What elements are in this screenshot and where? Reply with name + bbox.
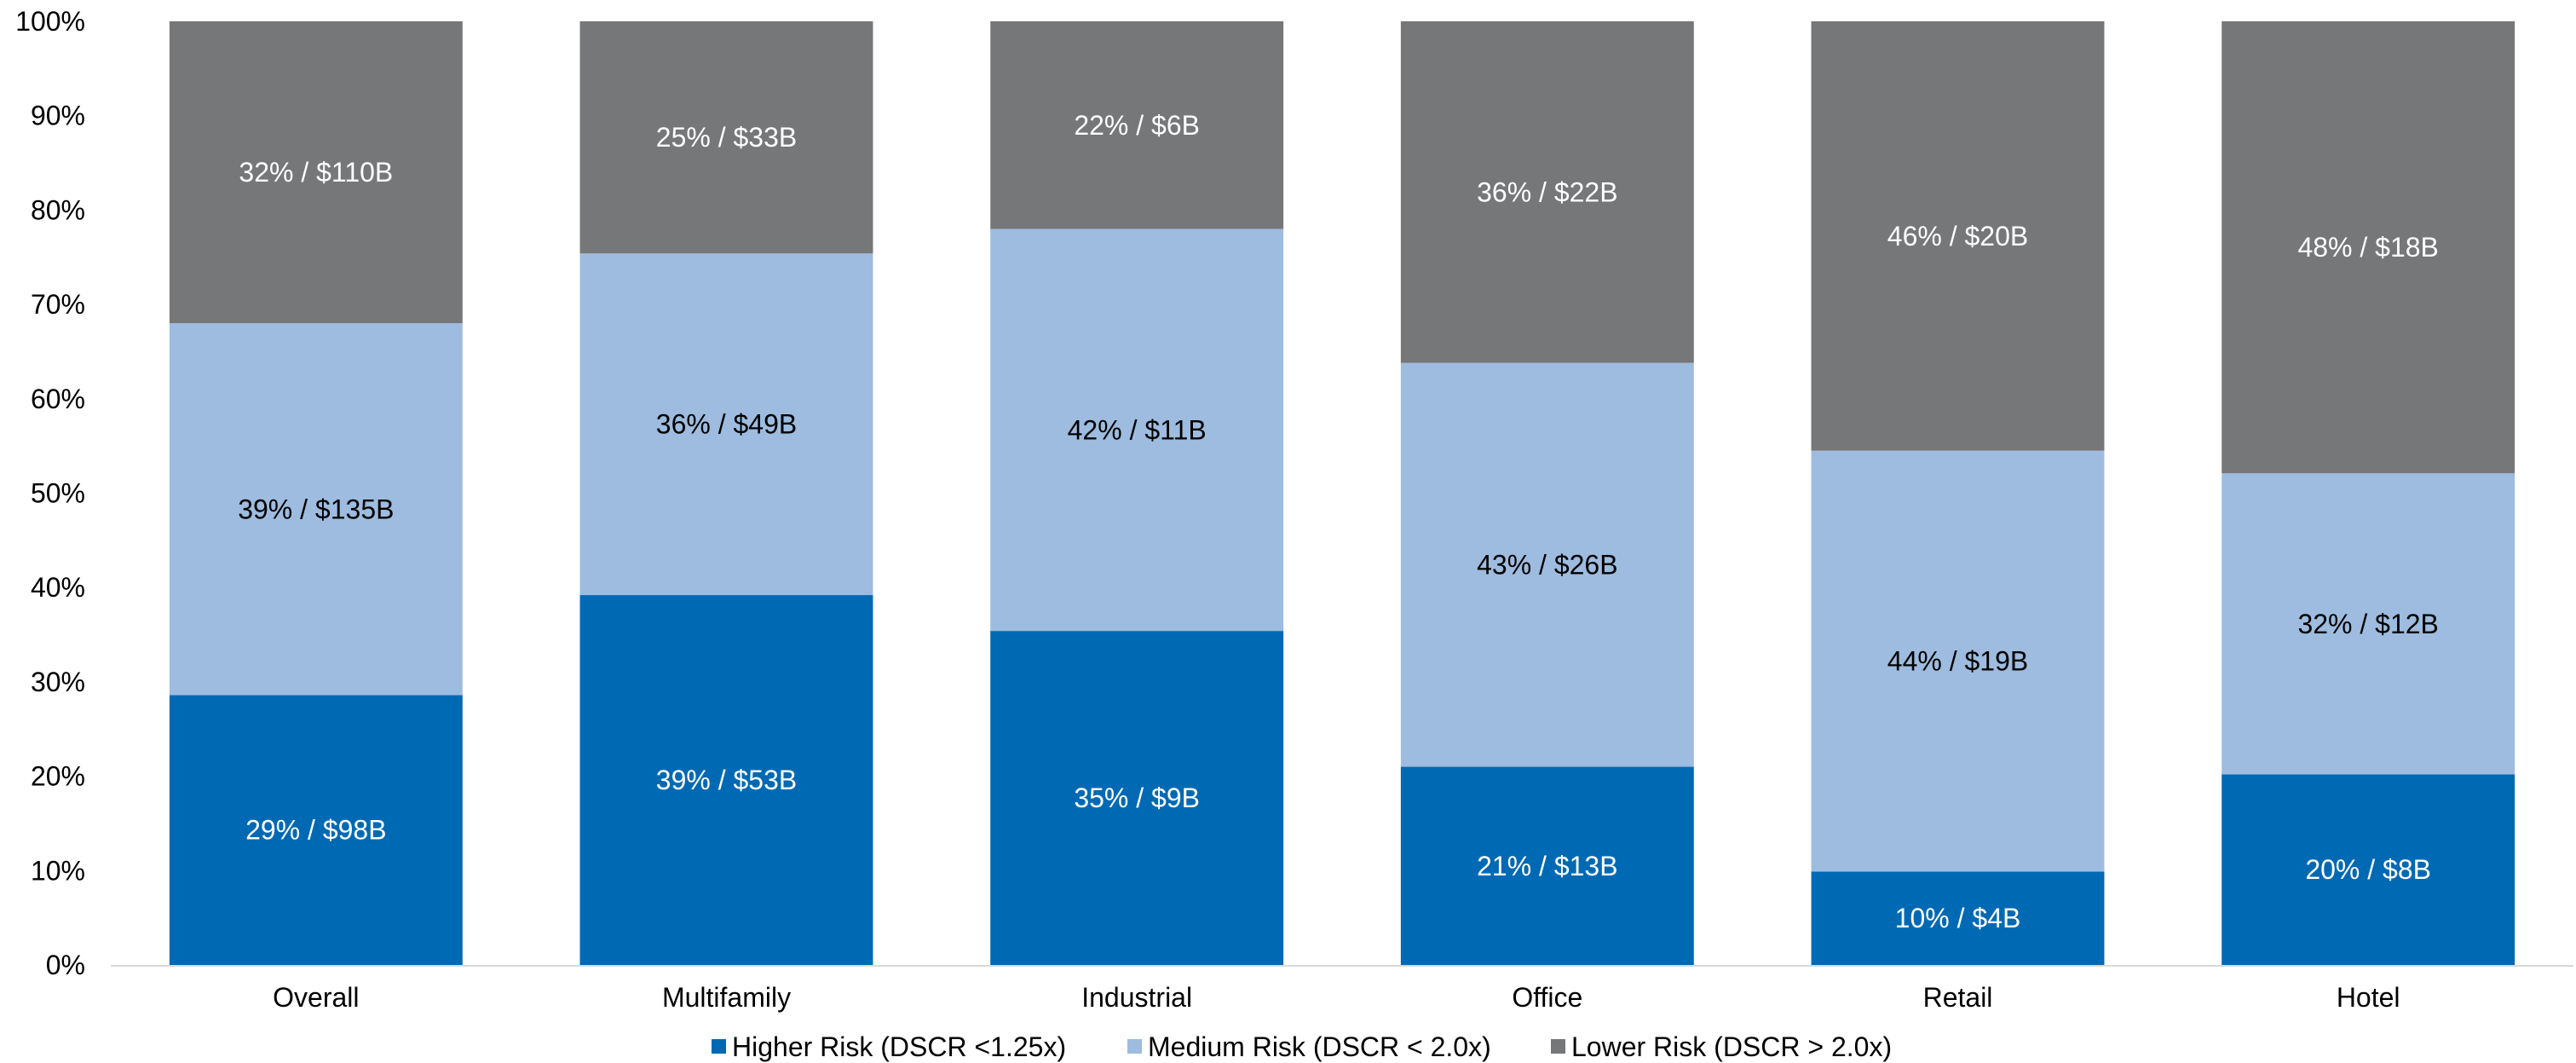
x-category-label: Overall: [273, 982, 359, 1013]
bar-segment: [579, 595, 873, 965]
data-label: 44% / $19B: [1887, 646, 2028, 677]
bar-segment: [1400, 21, 1694, 363]
data-label: 42% / $11B: [1068, 414, 1207, 445]
x-category-label: Industrial: [1081, 982, 1192, 1013]
y-tick-label: 30%: [31, 667, 85, 697]
bar-segment: [1811, 21, 2105, 451]
data-label: 29% / $98B: [245, 815, 386, 846]
y-tick-label: 10%: [31, 855, 85, 886]
legend-label: Medium Risk (DSCR < 2.0x): [1148, 1031, 1491, 1062]
y-tick-label: 100%: [15, 6, 85, 37]
bar-segment: [990, 21, 1284, 229]
data-label: 39% / $135B: [238, 494, 394, 524]
bar-segment: [1400, 362, 1694, 767]
data-label: 36% / $49B: [656, 409, 797, 440]
data-label: 43% / $26B: [1477, 550, 1617, 581]
x-category-label: Office: [1512, 982, 1582, 1013]
data-label: 20% / $8B: [2305, 854, 2431, 885]
legend-swatch: [1551, 1039, 1565, 1054]
y-tick-label: 50%: [31, 478, 85, 509]
y-tick-label: 90%: [31, 101, 85, 131]
bar-segment: [2222, 21, 2515, 474]
data-label: 35% / $9B: [1074, 783, 1200, 813]
legend: Higher Risk (DSCR <1.25x) Medium Risk (DS…: [712, 1031, 1892, 1062]
bar-segment: [1811, 450, 2105, 872]
data-label: 32% / $12B: [2297, 609, 2438, 639]
bar-segment: [990, 228, 1284, 632]
x-axis: Overall Multifamily Industrial Office Retail…: [273, 982, 2400, 1013]
legend-swatch: [712, 1039, 726, 1054]
legend-swatch: [1127, 1039, 1142, 1054]
bar-segment: [169, 323, 463, 696]
data-label: 22% / $6B: [1074, 110, 1200, 141]
y-axis: 0% 10% 20% 30% 40% 50% 60% 70% 80% 90% 100%: [15, 6, 85, 980]
data-label: 48% / $18B: [2297, 232, 2438, 263]
bar-segment: [1400, 766, 1694, 965]
y-tick-label: 60%: [31, 384, 85, 414]
x-category-label: Hotel: [2337, 982, 2400, 1013]
bars: 29% / $98B 39% / $135B 32% / $110B 39% / $5…: [169, 21, 2515, 965]
y-tick-label: 40%: [31, 572, 85, 603]
bar-segment: [579, 21, 873, 254]
y-tick-label: 70%: [31, 289, 85, 320]
data-label: 32% / $110B: [239, 157, 393, 188]
bar-segment: [1811, 871, 2105, 965]
y-tick-label: 20%: [31, 761, 85, 792]
x-category-label: Multifamily: [662, 982, 791, 1013]
data-label: 46% / $20B: [1887, 221, 2028, 251]
data-label: 39% / $53B: [656, 765, 797, 795]
x-category-label: Retail: [1923, 982, 1993, 1013]
legend-label: Higher Risk (DSCR <1.25x): [732, 1031, 1066, 1062]
bar-segment: [990, 631, 1284, 965]
data-label: 36% / $22B: [1477, 176, 1617, 207]
data-label: 21% / $13B: [1477, 851, 1617, 881]
y-tick-label: 0%: [46, 950, 85, 980]
bar-segment: [2222, 774, 2515, 965]
bar-segment: [579, 253, 873, 596]
legend-label: Lower Risk (DSCR > 2.0x): [1571, 1031, 1892, 1062]
data-label: 25% / $33B: [656, 122, 797, 153]
bar-segment: [169, 21, 463, 324]
bar-segment: [2222, 473, 2515, 775]
bar-segment: [169, 695, 463, 965]
y-tick-label: 80%: [31, 194, 85, 225]
data-label: 10% / $4B: [1895, 903, 2021, 933]
